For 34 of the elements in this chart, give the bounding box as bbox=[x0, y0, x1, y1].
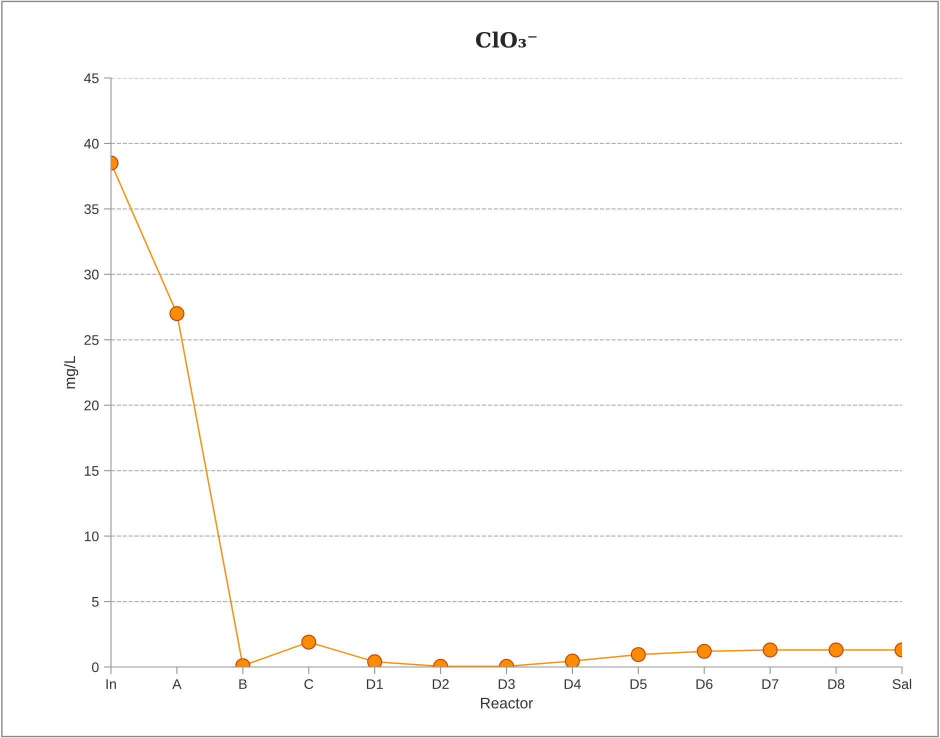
x-tick-label: Sal bbox=[892, 678, 912, 690]
chart-title: ClO₃⁻ bbox=[476, 32, 536, 48]
y-tick-label: 0 bbox=[92, 662, 99, 672]
y-tick-label: 10 bbox=[84, 531, 99, 542]
point bbox=[696, 644, 712, 659]
x-tick-label: D3 bbox=[498, 679, 515, 690]
y-tick-label: 45 bbox=[84, 73, 99, 84]
x-axis-title: Reactor bbox=[481, 698, 533, 709]
x-tick-label: D8 bbox=[828, 679, 844, 690]
x-tick-label: In bbox=[106, 679, 116, 689]
x-tick-label: D6 bbox=[696, 679, 713, 690]
y-tick-label: 15 bbox=[84, 466, 99, 476]
x-tick-label: D4 bbox=[564, 679, 581, 689]
x-tick-label: B bbox=[239, 679, 247, 689]
point bbox=[828, 642, 844, 658]
y-tick-label: 20 bbox=[84, 400, 99, 410]
point bbox=[301, 634, 316, 650]
y-tick-label: 5 bbox=[92, 597, 99, 607]
x-tick-label: D2 bbox=[432, 679, 449, 689]
y-tick-label: 25 bbox=[84, 335, 99, 345]
y-tick-label: 40 bbox=[84, 138, 99, 149]
point bbox=[630, 647, 646, 662]
point bbox=[169, 306, 184, 322]
point bbox=[762, 642, 778, 658]
y-tick-label: 30 bbox=[84, 270, 99, 280]
x-tick-label: D7 bbox=[762, 679, 778, 689]
x-tick-label: D1 bbox=[366, 679, 383, 689]
x-tick-label: C bbox=[304, 679, 314, 690]
x-tick-label: A bbox=[172, 679, 182, 689]
y-axis-title: mg/L bbox=[64, 356, 78, 388]
point bbox=[564, 654, 580, 667]
y-tick-label: 35 bbox=[84, 204, 99, 214]
x-tick-label: D5 bbox=[630, 679, 647, 690]
point bbox=[367, 654, 382, 667]
